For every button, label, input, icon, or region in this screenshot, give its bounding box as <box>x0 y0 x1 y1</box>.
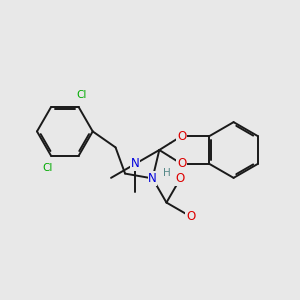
Text: Cl: Cl <box>43 163 53 173</box>
Text: N: N <box>131 158 140 170</box>
Text: Cl: Cl <box>43 163 53 173</box>
Text: H: H <box>164 168 171 178</box>
Text: N: N <box>148 172 157 185</box>
Text: O: O <box>177 130 186 142</box>
Text: O: O <box>177 158 186 170</box>
Text: N: N <box>148 172 157 185</box>
Text: Cl: Cl <box>77 90 87 100</box>
Text: O: O <box>176 172 185 185</box>
Text: H: H <box>164 168 171 178</box>
Text: Cl: Cl <box>77 90 87 100</box>
Text: O: O <box>186 210 195 223</box>
